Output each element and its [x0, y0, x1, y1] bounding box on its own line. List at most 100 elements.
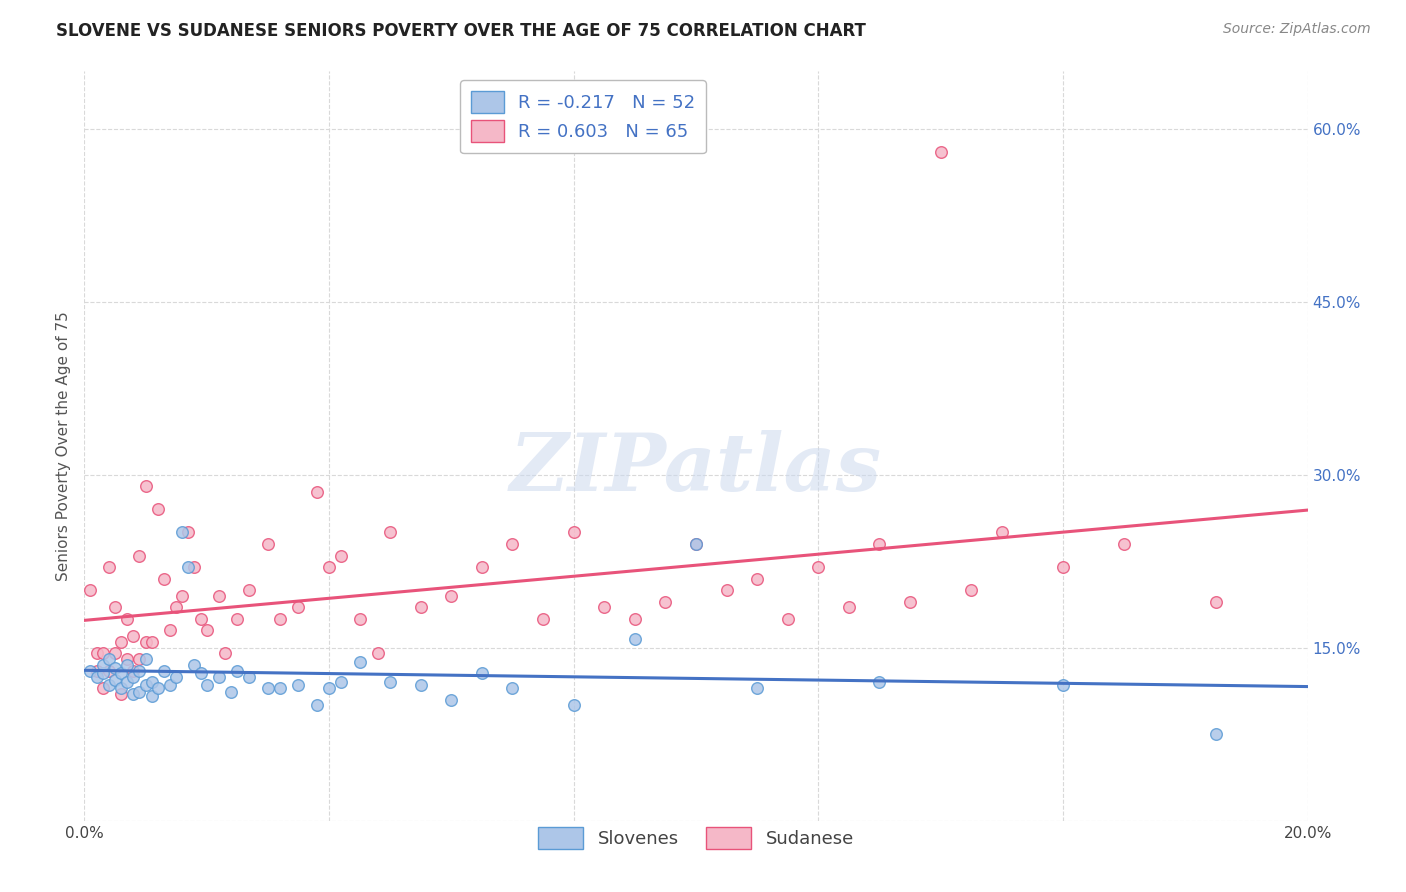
Point: [190, 612, 212, 626]
Point: [190, 666, 212, 681]
Point: [91, 666, 114, 681]
Point: [128, 549, 150, 563]
Point: [838, 600, 860, 615]
Point: [869, 675, 891, 690]
Point: [91, 681, 114, 695]
Point: [208, 669, 231, 683]
Point: [97, 678, 120, 692]
Point: [502, 537, 524, 551]
Point: [624, 632, 647, 646]
Text: Source: ZipAtlas.com: Source: ZipAtlas.com: [1223, 22, 1371, 37]
Point: [122, 629, 145, 643]
Point: [776, 612, 799, 626]
Point: [79, 664, 101, 678]
Point: [654, 594, 676, 608]
Point: [869, 537, 891, 551]
Point: [1205, 727, 1227, 741]
Point: [257, 681, 280, 695]
Text: SLOVENE VS SUDANESE SENIORS POVERTY OVER THE AGE OF 75 CORRELATION CHART: SLOVENE VS SUDANESE SENIORS POVERTY OVER…: [56, 22, 866, 40]
Point: [380, 525, 402, 540]
Point: [380, 675, 402, 690]
Point: [153, 572, 176, 586]
Point: [135, 479, 157, 493]
Point: [624, 612, 647, 626]
Point: [122, 664, 145, 678]
Point: [226, 612, 249, 626]
Point: [110, 687, 132, 701]
Point: [97, 652, 120, 666]
Point: [1052, 678, 1074, 692]
Point: [146, 502, 169, 516]
Point: [159, 624, 181, 638]
Point: [305, 698, 328, 713]
Point: [502, 681, 524, 695]
Point: [685, 537, 707, 551]
Point: [330, 549, 353, 563]
Point: [409, 678, 432, 692]
Point: [159, 678, 181, 692]
Point: [110, 635, 132, 649]
Point: [269, 612, 291, 626]
Point: [110, 681, 132, 695]
Y-axis label: Seniors Poverty Over the Age of 75: Seniors Poverty Over the Age of 75: [56, 311, 72, 581]
Point: [183, 560, 205, 574]
Point: [898, 594, 921, 608]
Text: ZIPatlas: ZIPatlas: [510, 430, 882, 508]
Point: [349, 655, 371, 669]
Point: [747, 572, 769, 586]
Point: [409, 600, 432, 615]
Point: [367, 647, 389, 661]
Point: [110, 666, 132, 681]
Point: [287, 600, 309, 615]
Point: [115, 612, 138, 626]
Point: [141, 675, 163, 690]
Point: [257, 537, 280, 551]
Point: [135, 635, 157, 649]
Point: [807, 560, 830, 574]
Point: [141, 635, 163, 649]
Point: [165, 669, 187, 683]
Point: [128, 652, 150, 666]
Point: [238, 583, 260, 598]
Point: [269, 681, 291, 695]
Point: [115, 675, 138, 690]
Point: [318, 560, 340, 574]
Point: [177, 525, 200, 540]
Point: [226, 664, 249, 678]
Point: [183, 658, 205, 673]
Point: [287, 678, 309, 692]
Point: [104, 661, 127, 675]
Point: [172, 525, 194, 540]
Legend: Slovenes, Sudanese: Slovenes, Sudanese: [531, 820, 860, 856]
Point: [122, 669, 145, 683]
Point: [238, 669, 260, 683]
Point: [135, 652, 157, 666]
Point: [531, 612, 554, 626]
Point: [141, 689, 163, 703]
Point: [747, 681, 769, 695]
Point: [177, 560, 200, 574]
Point: [195, 678, 218, 692]
Point: [1052, 560, 1074, 574]
Point: [122, 687, 145, 701]
Point: [440, 589, 463, 603]
Point: [991, 525, 1014, 540]
Point: [685, 537, 707, 551]
Point: [79, 583, 101, 598]
Point: [86, 669, 108, 683]
Point: [330, 675, 353, 690]
Point: [349, 612, 371, 626]
Point: [104, 647, 127, 661]
Point: [153, 664, 176, 678]
Point: [208, 589, 231, 603]
Point: [562, 525, 585, 540]
Point: [91, 647, 114, 661]
Point: [593, 600, 616, 615]
Point: [471, 560, 494, 574]
Point: [128, 664, 150, 678]
Point: [97, 560, 120, 574]
Point: [1114, 537, 1136, 551]
Point: [128, 684, 150, 698]
Point: [91, 658, 114, 673]
Point: [440, 692, 463, 706]
